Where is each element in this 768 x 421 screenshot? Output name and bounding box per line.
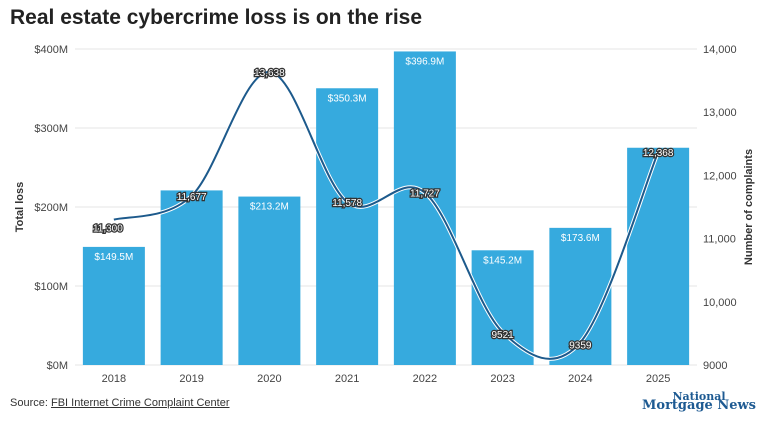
- line-data-label: 9359: [569, 340, 592, 351]
- x-tick-label: 2022: [413, 373, 437, 385]
- y-tick-label: $400M: [34, 44, 68, 56]
- bar-data-label: $149.5M: [94, 252, 133, 263]
- line-data-label: 13,638: [254, 68, 285, 79]
- bar-data-label: $350.3M: [328, 93, 367, 104]
- line-data-label: 12,368: [643, 148, 674, 159]
- x-tick-label: 2019: [179, 373, 203, 385]
- source-note: Source: FBI Internet Crime Complaint Cen…: [10, 397, 230, 409]
- y-tick-label: $200M: [34, 202, 68, 214]
- y2-axis-label: Number of complaints: [743, 149, 755, 265]
- complaints-line: [113, 70, 660, 360]
- bar-data-label: $213.2M: [250, 202, 289, 213]
- bar: [471, 250, 534, 365]
- y2-tick-label: 11,000: [703, 234, 736, 246]
- bar: [627, 147, 690, 365]
- x-tick-label: 2021: [335, 373, 359, 385]
- bar: [238, 196, 301, 365]
- y2-tick-label: 12,000: [703, 170, 737, 182]
- chart-title: Real estate cybercrime loss is on the ri…: [10, 6, 423, 29]
- bar-data-label: $173.6M: [561, 233, 600, 244]
- y2-tick-label: 13,000: [703, 107, 737, 119]
- y-tick-label: $0M: [47, 360, 68, 372]
- bar-data-label: $396.9M: [405, 56, 444, 67]
- source-label: Source:: [10, 397, 48, 409]
- y-tick-label: $300M: [34, 123, 68, 135]
- bar: [160, 190, 223, 365]
- bar: [82, 246, 145, 365]
- line-data-label: 11,300: [93, 224, 123, 235]
- y2-tick-label: 14,000: [703, 44, 737, 56]
- line-data-label: 11,677: [177, 192, 207, 203]
- x-tick-label: 2025: [646, 373, 670, 385]
- x-tick-label: 2024: [568, 373, 592, 385]
- x-tick-label: 2023: [490, 373, 514, 385]
- y2-tick-label: 10,000: [703, 297, 737, 309]
- x-tick-label: 2020: [257, 373, 281, 385]
- y-axis-label: Total loss: [14, 182, 26, 233]
- line-data-label: 11,578: [332, 198, 362, 209]
- line-data-label: 11,727: [410, 189, 440, 200]
- line-data-label: 9521: [492, 330, 515, 341]
- publisher-logo: National Mortgage News: [642, 390, 756, 413]
- y-tick-label: $100M: [34, 281, 68, 293]
- y2-tick-label: 9000: [703, 360, 727, 372]
- x-tick-label: 2018: [102, 373, 126, 385]
- bar: [316, 88, 379, 365]
- bar: [393, 51, 456, 365]
- bar-data-label: $145.2M: [483, 255, 522, 266]
- source-link[interactable]: FBI Internet Crime Complaint Center: [50, 397, 230, 409]
